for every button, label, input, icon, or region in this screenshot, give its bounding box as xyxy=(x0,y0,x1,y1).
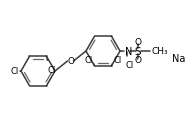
Text: Na: Na xyxy=(172,54,185,63)
Text: Cl: Cl xyxy=(47,66,56,75)
Text: S: S xyxy=(135,47,141,56)
Text: Cl: Cl xyxy=(11,67,19,76)
Text: N: N xyxy=(125,47,132,56)
Text: O: O xyxy=(135,56,142,65)
Text: O: O xyxy=(135,38,142,47)
Text: O: O xyxy=(67,57,74,66)
Text: Cl: Cl xyxy=(113,55,122,64)
Text: Cl: Cl xyxy=(126,60,134,69)
Text: CH₃: CH₃ xyxy=(152,47,169,56)
Text: Cl: Cl xyxy=(84,55,93,64)
